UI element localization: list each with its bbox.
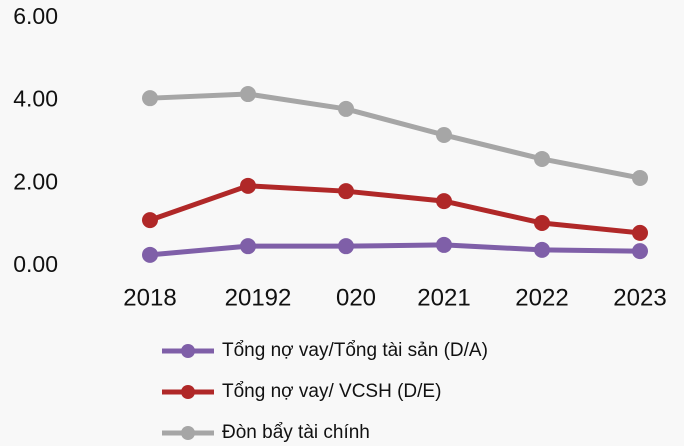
- y-tick-label: 2.00: [13, 168, 58, 194]
- series-line: [149, 91, 641, 181]
- legend-marker: [181, 344, 195, 358]
- point: [632, 169, 648, 186]
- x-tick-label: 20192: [225, 284, 292, 311]
- series-line: [149, 183, 641, 236]
- point: [338, 100, 354, 117]
- point: [534, 241, 550, 258]
- point: [240, 238, 256, 255]
- point: [338, 238, 354, 255]
- point: [240, 86, 256, 103]
- legend-label: Đòn bẩy tài chính: [222, 422, 370, 443]
- y-tick-label: 0.00: [13, 251, 58, 277]
- x-tick-label: 2018: [123, 284, 176, 311]
- point: [632, 224, 648, 241]
- point: [142, 90, 158, 107]
- point: [142, 212, 158, 229]
- point: [534, 215, 550, 232]
- x-tick-label: 2023: [613, 284, 666, 311]
- point: [338, 183, 354, 200]
- point: [436, 193, 452, 210]
- point: [436, 236, 452, 253]
- point: [632, 243, 648, 260]
- point: [240, 177, 256, 194]
- point: [436, 126, 452, 143]
- y-tick-label: 4.00: [13, 86, 58, 112]
- legend-label: Tổng nợ vay/Tổng tài sản (D/A): [222, 340, 488, 361]
- series-line: [149, 242, 641, 258]
- y-tick-label: 6.00: [13, 3, 58, 29]
- point: [142, 246, 158, 263]
- point: [534, 150, 550, 167]
- x-tick-label: 2021: [417, 284, 470, 311]
- x-tick-label: 020: [336, 284, 376, 311]
- legend-marker: [181, 385, 195, 399]
- legend-marker: [181, 426, 195, 440]
- x-tick-label: 2022: [515, 284, 568, 311]
- legend-label: Tổng nợ vay/ VCSH (D/E): [222, 381, 441, 402]
